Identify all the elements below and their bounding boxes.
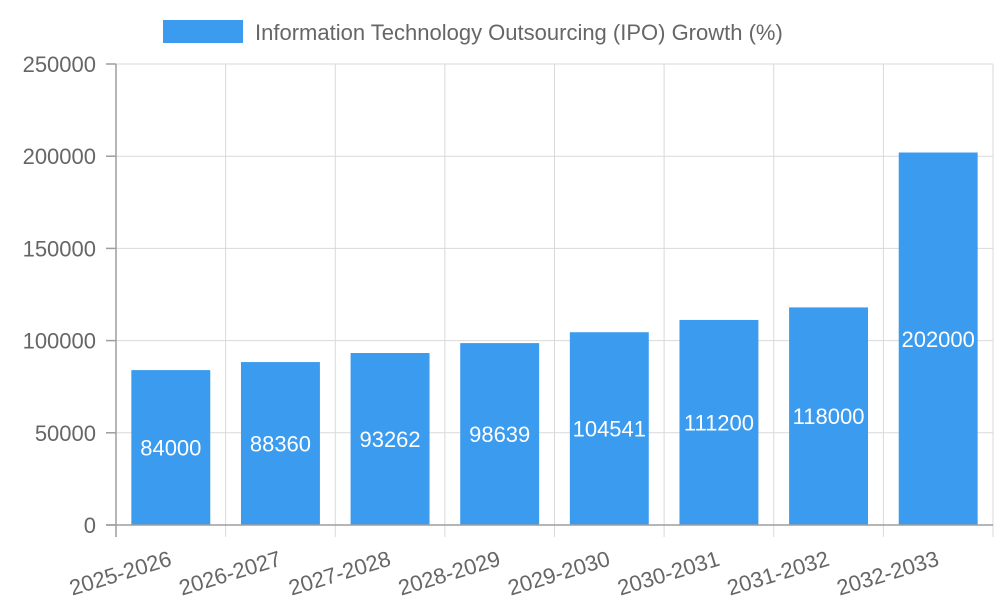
y-tick-label: 50000 [35,421,96,446]
legend-label: Information Technology Outsourcing (IPO)… [255,20,783,45]
x-tick-label: 2026-2027 [176,546,284,600]
x-tick-label: 2025-2026 [66,546,174,600]
x-tick-label: 2029-2030 [505,546,613,600]
data-labels: 84000 88360 93262 98639 104541 111200 118000 20… [140,327,975,461]
bar-2029-2030[interactable] [569,332,649,525]
x-axis-ticks: 2025-2026 2026-2027 2027-2028 2028-2029 2029… [66,546,941,600]
legend[interactable]: Information Technology Outsourcing (IPO)… [163,20,783,45]
data-label: 104541 [573,417,646,442]
data-label: 98639 [469,422,530,447]
bar-2032-2033[interactable] [898,152,978,525]
y-tick-label: 250000 [23,52,96,77]
bars [131,152,978,525]
data-label: 202000 [901,327,974,352]
grid [115,63,994,537]
data-label: 93262 [359,427,420,452]
x-tick-label: 2030-2031 [614,546,722,600]
bar-2027-2028[interactable] [350,353,430,525]
y-tick-label: 100000 [23,329,96,354]
y-tick-label: 200000 [23,144,96,169]
data-label: 88360 [250,432,311,457]
bar-2025-2026[interactable] [131,370,211,525]
bar-2030-2031[interactable] [679,319,759,525]
legend-swatch [163,20,243,43]
bar-2028-2029[interactable] [460,343,540,525]
y-tick-label: 150000 [23,236,96,261]
x-tick-label: 2031-2032 [724,546,832,600]
x-tick-label: 2027-2028 [286,546,394,600]
x-tick-label: 2032-2033 [834,546,942,600]
bar-2031-2032[interactable] [789,307,869,525]
data-label: 84000 [140,436,201,461]
y-axis-ticks: 0 50000 100000 150000 200000 250000 [23,52,116,538]
y-tick-label: 0 [84,513,96,538]
data-label: 118000 [793,404,865,429]
bar-2026-2027[interactable] [240,362,320,525]
data-label: 111200 [684,410,754,435]
x-tick-label: 2028-2029 [395,546,503,600]
